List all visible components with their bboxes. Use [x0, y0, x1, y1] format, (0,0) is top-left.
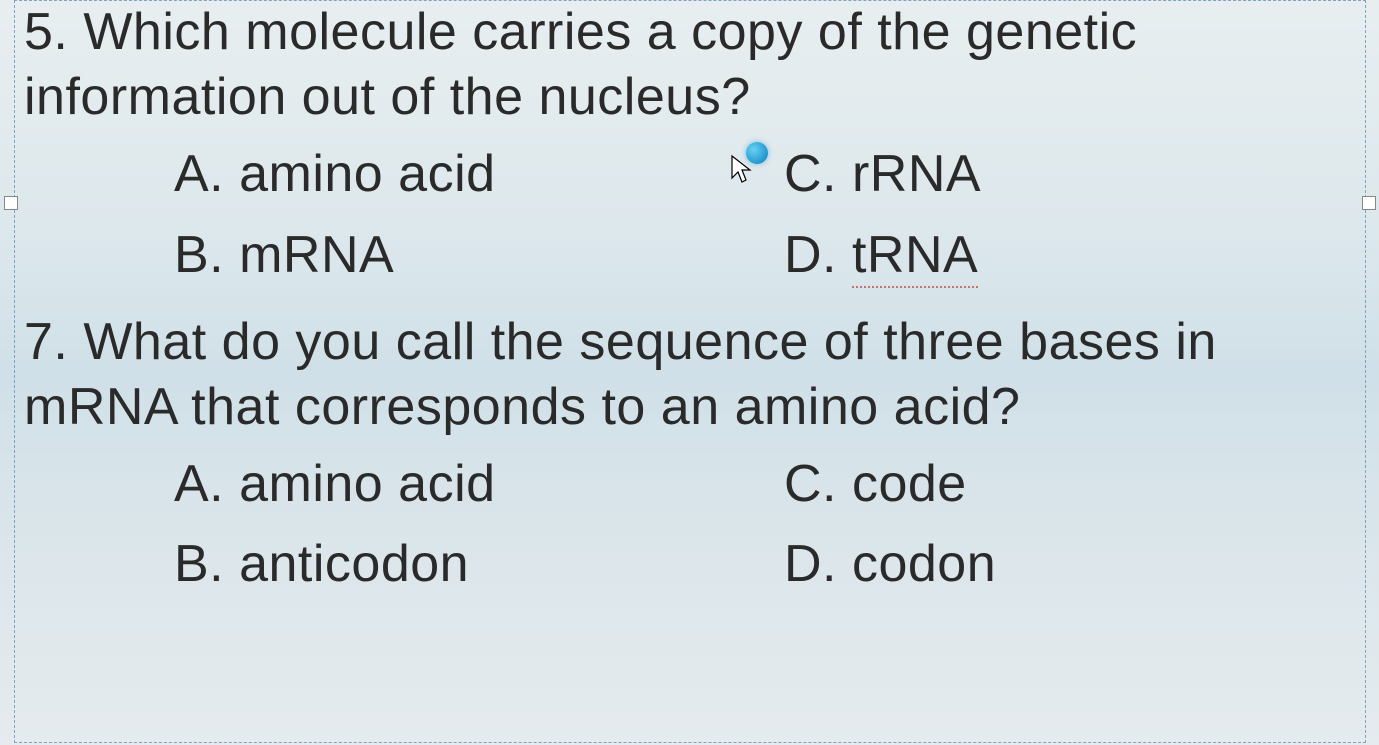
option-7d-label: codon: [852, 535, 996, 593]
question-7-options-row-2: B. anticodon D. codon: [24, 528, 1355, 601]
option-7b: B. anticodon: [174, 528, 784, 601]
option-5d-label: tRNA: [852, 226, 978, 288]
document-content: 5. Which molecule carries a copy of the …: [0, 0, 1379, 601]
question-7-options-row-1: A. amino acid C. code: [24, 448, 1355, 521]
option-7c: C. code: [784, 448, 967, 521]
option-5d: D. tRNA: [784, 219, 978, 292]
question-7-body: What do you call the sequence of three b…: [24, 313, 1217, 436]
option-7c-label: code: [852, 455, 967, 513]
option-5b-label: mRNA: [239, 226, 394, 284]
option-5a-label: amino acid: [239, 145, 495, 203]
question-5-number: 5.: [24, 3, 68, 61]
option-7b-label: anticodon: [239, 535, 469, 593]
question-7-text: 7. What do you call the sequence of thre…: [24, 310, 1355, 440]
option-7a: A. amino acid: [174, 448, 784, 521]
question-7-number: 7.: [24, 313, 68, 371]
question-5-options-row-1: A. amino acid C. rRNA: [24, 138, 1355, 211]
option-5b: B. mRNA: [174, 219, 784, 292]
option-5c-label: rRNA: [852, 145, 981, 203]
option-7d: D. codon: [784, 528, 996, 601]
question-5-text: 5. Which molecule carries a copy of the …: [24, 0, 1355, 130]
question-5-options-row-2: B. mRNA D. tRNA: [24, 219, 1355, 292]
question-5-body: Which molecule carries a copy of the gen…: [24, 3, 1137, 126]
option-7a-label: amino acid: [239, 455, 495, 513]
option-5a: A. amino acid: [174, 138, 784, 211]
option-5c: C. rRNA: [784, 138, 981, 211]
